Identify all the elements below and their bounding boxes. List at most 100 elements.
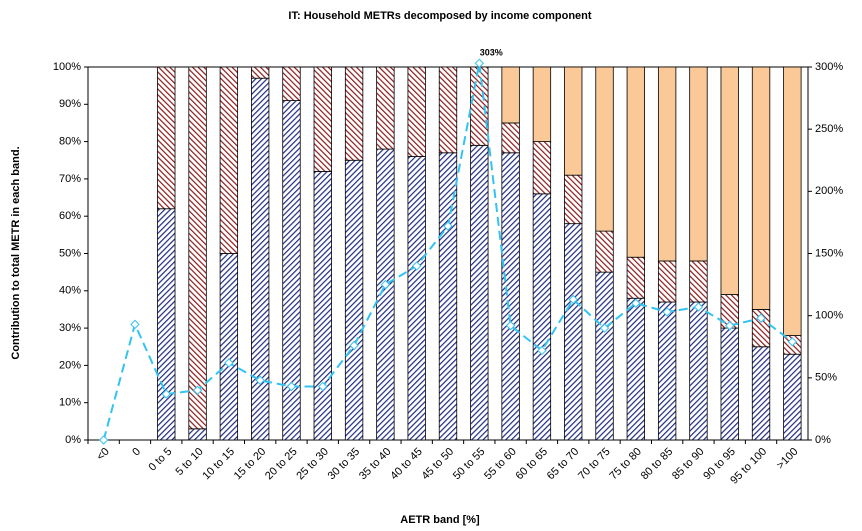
bar-segment (689, 301, 708, 441)
bar-segment (344, 159, 364, 441)
bar-segment (188, 66, 207, 430)
x-tick-label: 30 to 35 (326, 446, 363, 483)
y2-tick-label: 300% (815, 61, 843, 73)
bar-segment (407, 66, 426, 157)
bar-segment (501, 122, 520, 154)
bar-segment (251, 66, 270, 79)
y2-tick-label: 100% (815, 310, 843, 322)
x-axis-title: AETR band [%] (400, 514, 480, 526)
line-marker (631, 298, 641, 308)
x-tick-label: 25 to 30 (294, 446, 331, 483)
line-marker (474, 58, 485, 68)
bar-segment (219, 66, 239, 254)
line-marker (255, 375, 265, 386)
bar-segment (595, 230, 614, 273)
bar-segment (720, 66, 739, 295)
bar-segment (219, 253, 239, 441)
x-tick-label: 50 to 55 (451, 446, 488, 483)
x-tick-label: 75 to 80 (607, 446, 644, 483)
bar-segment (564, 66, 583, 176)
bar-segment (188, 428, 207, 441)
y-tick-label: 90% (59, 98, 81, 110)
bar-segment (532, 141, 552, 195)
bar-segment (595, 271, 614, 441)
bar-segment (564, 223, 583, 441)
x-tick-label: 10 to 15 (200, 446, 237, 483)
bar-segment (657, 260, 677, 303)
y2-tick-label: 150% (815, 247, 843, 259)
bar-segment (313, 66, 332, 172)
line-marker (411, 261, 422, 271)
y2-tick-label: 50% (815, 372, 837, 384)
y-tick-label: 50% (59, 247, 81, 259)
y-tick-label: 20% (59, 359, 81, 371)
chart-title: IT: Household METRs decomposed by income… (288, 10, 591, 22)
bar-segment (376, 66, 395, 150)
line-marker (286, 381, 297, 392)
bar-segment (501, 66, 520, 124)
y-axis-title: Contribution to total METR in each band. (10, 146, 22, 359)
x-tick-label: 60 to 65 (513, 446, 550, 483)
bar-segment (313, 171, 332, 441)
line-marker (537, 345, 547, 356)
y-tick-label: 70% (59, 173, 81, 185)
x-tick-label: 70 to 75 (576, 446, 613, 483)
y-tick-label: 40% (59, 285, 81, 297)
line-marker (756, 313, 766, 323)
line-marker (662, 307, 672, 317)
y2-tick-label: 200% (815, 185, 843, 197)
x-tick-label: <0 (94, 446, 111, 463)
bar-segment (626, 256, 645, 299)
bar-segment (657, 301, 677, 441)
line-marker (98, 435, 109, 445)
x-tick-label: 55 to 60 (482, 446, 519, 483)
bar-segment (720, 327, 739, 441)
x-tick-label: 80 to 85 (639, 446, 676, 483)
line-marker (505, 320, 516, 331)
x-tick-label: 45 to 50 (420, 446, 457, 483)
bar-segment (751, 66, 771, 310)
y-tick-label: 100% (53, 61, 81, 73)
bar-segment (344, 66, 364, 161)
line-marker (568, 294, 578, 305)
line-marker (349, 340, 359, 351)
line-marker (224, 358, 234, 368)
x-tick-label: 0 to 5 (146, 446, 174, 474)
line-marker (787, 337, 798, 347)
bar-segment (783, 353, 802, 441)
bar-segment (438, 66, 458, 154)
data-label: 303% (480, 48, 503, 58)
x-tick-label: >100 (775, 446, 801, 472)
line-marker (443, 221, 453, 231)
x-tick-label: 85 to 90 (670, 446, 707, 483)
x-tick-label: 20 to 25 (263, 446, 300, 483)
line-marker (380, 279, 391, 290)
line-marker (693, 302, 704, 312)
x-tick-label: 35 to 40 (357, 446, 394, 483)
bar-segment (783, 66, 802, 336)
y-tick-label: 0% (65, 434, 81, 446)
bar-segment (407, 156, 426, 441)
line-marker (318, 381, 328, 392)
y2-tick-label: 0% (815, 434, 831, 446)
bar-segment (626, 66, 645, 258)
y2-tick-label: 250% (815, 123, 843, 135)
bar-segment (501, 152, 520, 441)
bar-segment (157, 208, 176, 441)
bar-segment (282, 66, 301, 101)
x-tick-label: 65 to 70 (545, 446, 582, 483)
y-tick-label: 30% (59, 322, 81, 334)
bar-segment (595, 66, 614, 232)
bar-segment (751, 346, 771, 441)
x-tick-label: 40 to 45 (388, 446, 425, 483)
line-marker (725, 320, 735, 331)
bar-segment (564, 174, 583, 225)
line-marker (130, 319, 140, 330)
line-marker (161, 389, 171, 399)
bar-segment (689, 260, 708, 303)
bar-segment (689, 66, 708, 262)
bar-segment (470, 66, 489, 146)
y-tick-label: 60% (59, 210, 81, 222)
bar-segment (657, 66, 677, 262)
